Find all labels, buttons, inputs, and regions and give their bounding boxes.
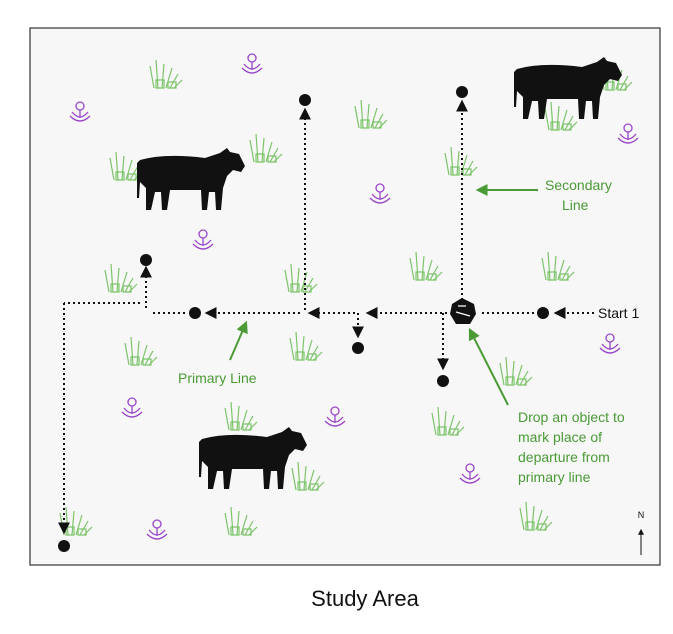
- diagram: Start 1 Secondary Line Primary Line Drop…: [0, 0, 673, 634]
- start-label: Start 1: [598, 305, 639, 321]
- caption: Study Area: [311, 586, 419, 611]
- north-label: N: [638, 510, 645, 520]
- primary-label: Primary Line: [178, 370, 257, 386]
- page: {"labels": {"start": "Start 1", "seconda…: [0, 0, 673, 634]
